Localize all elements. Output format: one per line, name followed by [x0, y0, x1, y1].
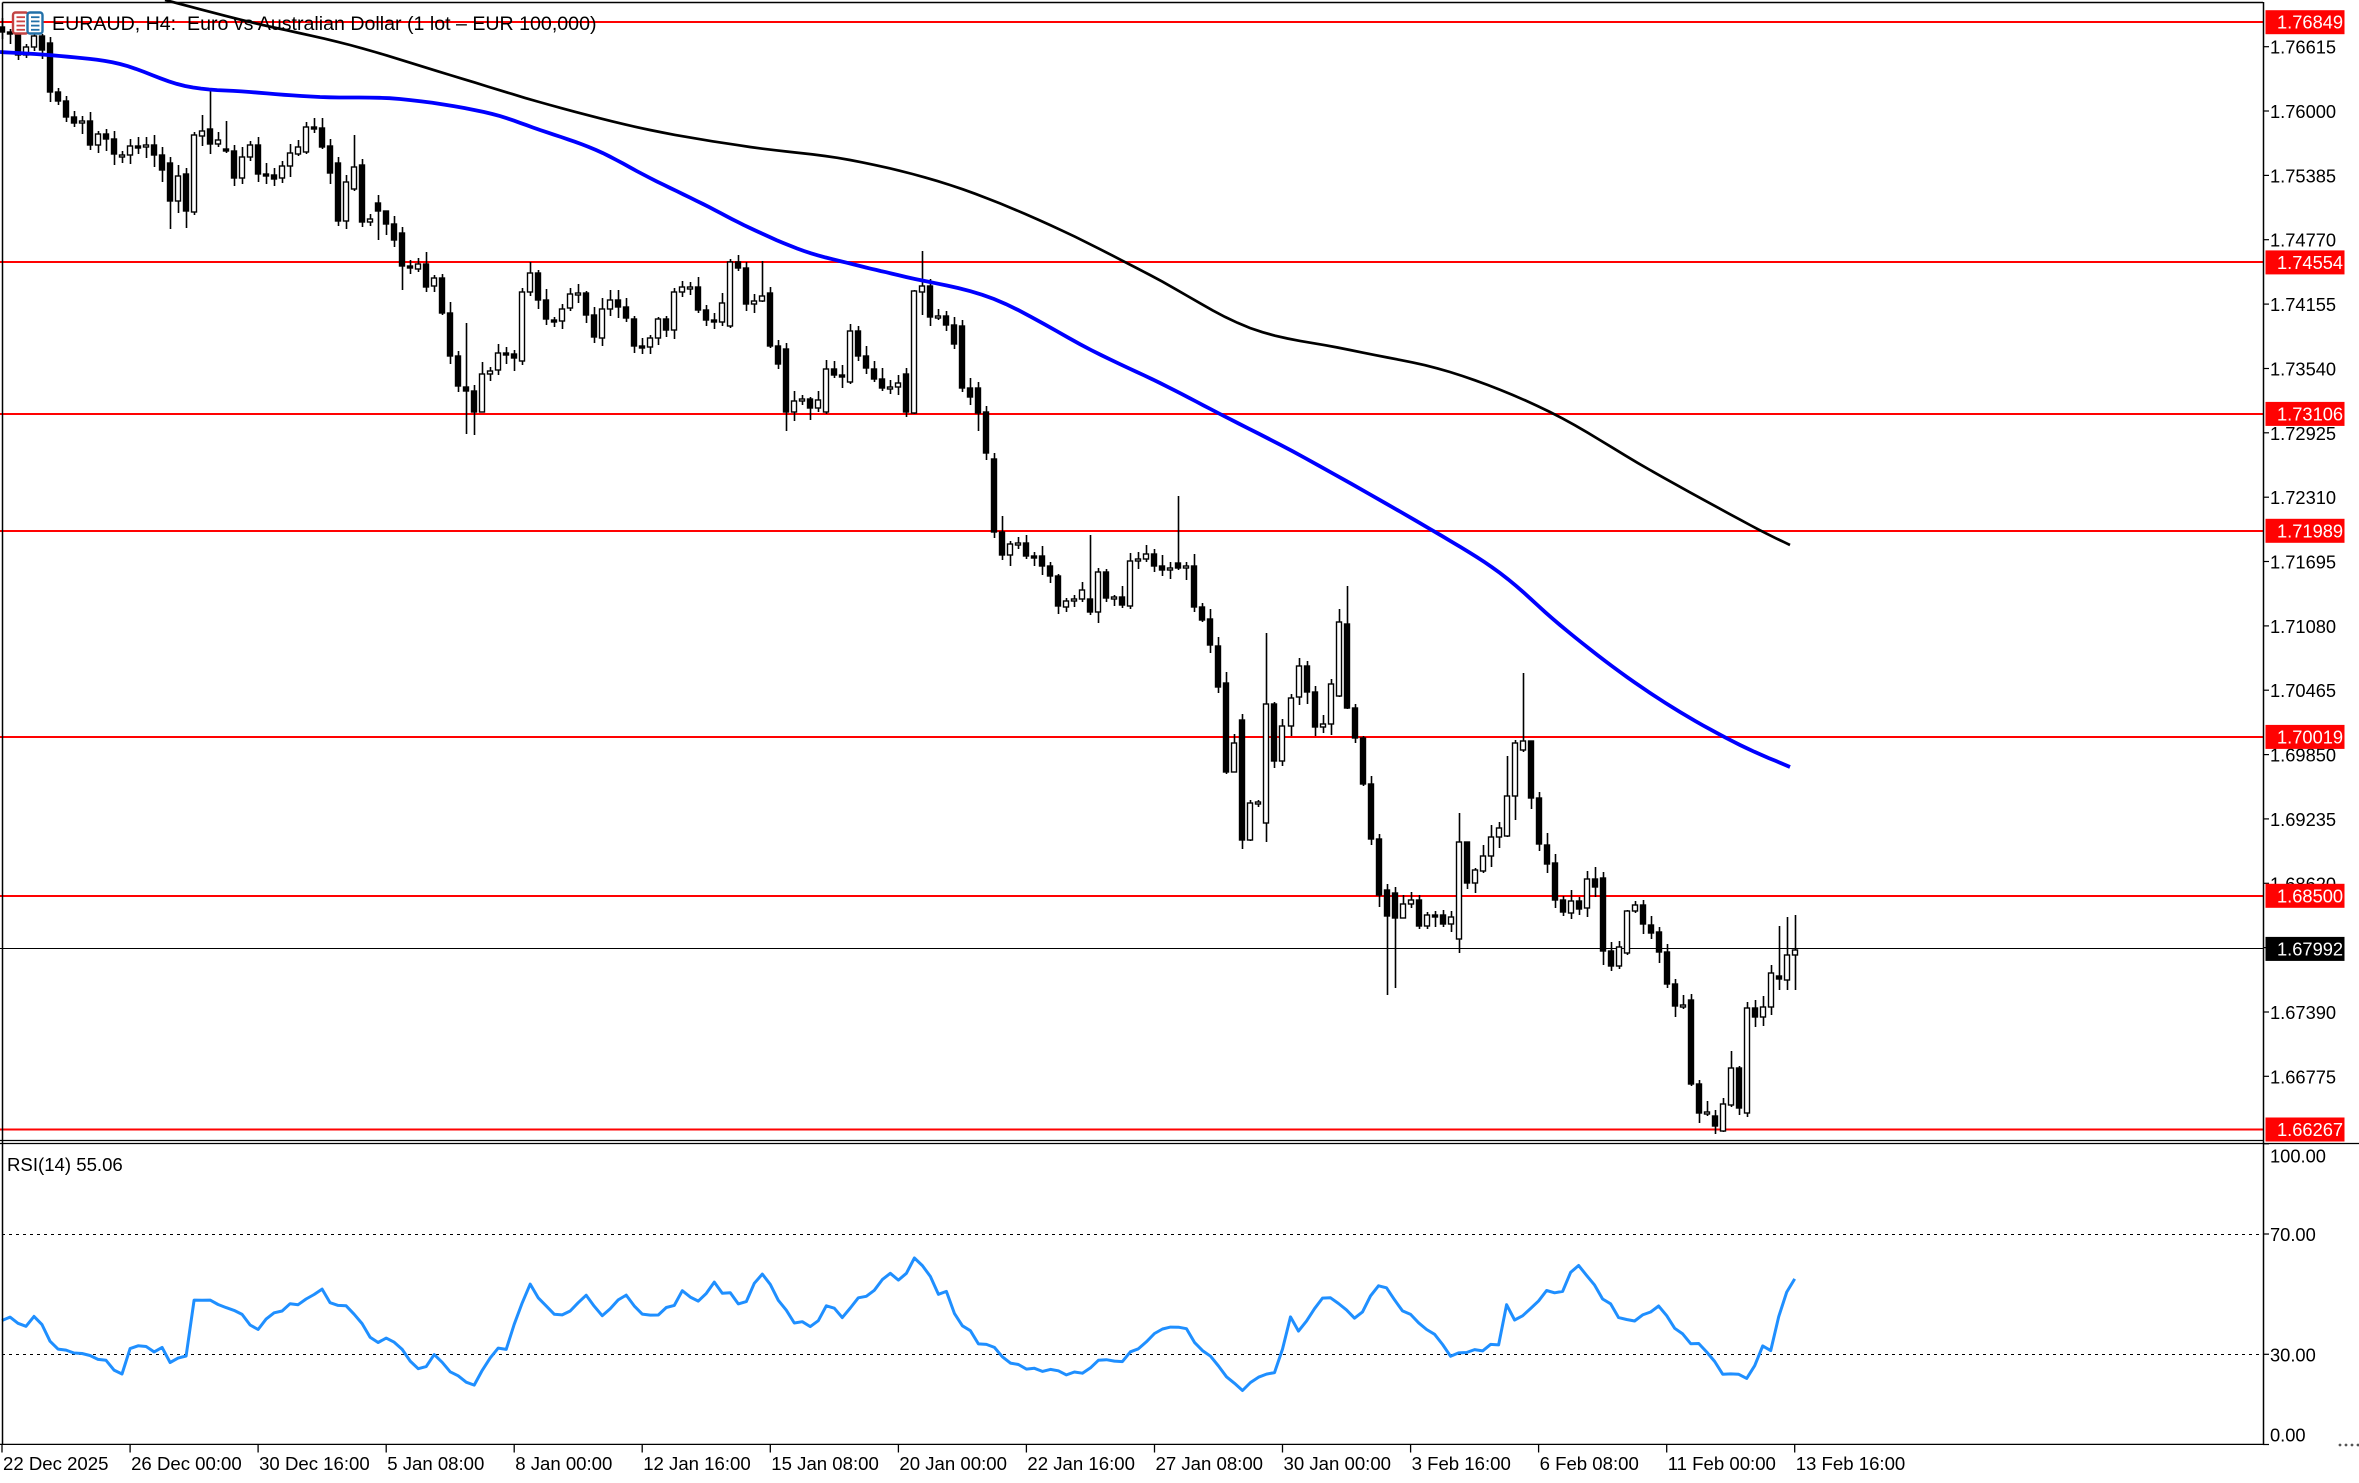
svg-text:13 Feb 16:00: 13 Feb 16:00	[1796, 1453, 1906, 1474]
svg-text:EURAUD, H4: Euro vs Australia: EURAUD, H4: Euro vs Australian Dollar (1…	[52, 13, 597, 35]
svg-text:1.71989: 1.71989	[2277, 520, 2343, 541]
svg-text:1.70465: 1.70465	[2270, 680, 2336, 701]
svg-text:1.67390: 1.67390	[2270, 1002, 2336, 1023]
svg-text:1.71080: 1.71080	[2270, 616, 2336, 637]
svg-text:1.66267: 1.66267	[2277, 1119, 2343, 1140]
svg-text:30 Jan 00:00: 30 Jan 00:00	[1284, 1453, 1392, 1474]
svg-text:0.00: 0.00	[2270, 1424, 2306, 1445]
svg-text:20 Jan 00:00: 20 Jan 00:00	[899, 1453, 1007, 1474]
svg-text:1.67992: 1.67992	[2277, 938, 2343, 959]
svg-text:1.73540: 1.73540	[2270, 359, 2336, 380]
svg-text:15 Jan 08:00: 15 Jan 08:00	[771, 1453, 879, 1474]
svg-text:1.69235: 1.69235	[2270, 809, 2336, 830]
svg-text:8 Jan 00:00: 8 Jan 00:00	[515, 1453, 612, 1474]
svg-text:11 Feb 00:00: 11 Feb 00:00	[1668, 1453, 1776, 1474]
svg-text:1.71695: 1.71695	[2270, 552, 2336, 573]
svg-text:22 Dec 2025: 22 Dec 2025	[3, 1453, 108, 1474]
svg-text:1.74554: 1.74554	[2277, 252, 2343, 273]
svg-text:1.66775: 1.66775	[2270, 1066, 2336, 1087]
svg-text:1.74155: 1.74155	[2270, 294, 2336, 315]
svg-text:1.76000: 1.76000	[2270, 101, 2336, 122]
svg-text:22 Jan 16:00: 22 Jan 16:00	[1027, 1453, 1135, 1474]
svg-text:1.76849: 1.76849	[2277, 12, 2343, 33]
svg-text:1.75385: 1.75385	[2270, 165, 2336, 186]
svg-text:70.00: 70.00	[2270, 1224, 2316, 1245]
svg-text:3 Feb 16:00: 3 Feb 16:00	[1412, 1453, 1511, 1474]
svg-text:30 Dec 16:00: 30 Dec 16:00	[259, 1453, 370, 1474]
svg-text:100.00: 100.00	[2270, 1146, 2326, 1167]
svg-text:27 Jan 08:00: 27 Jan 08:00	[1156, 1453, 1264, 1474]
svg-text:1.72925: 1.72925	[2270, 423, 2336, 444]
svg-text:1.76615: 1.76615	[2270, 37, 2336, 58]
svg-text:1.70019: 1.70019	[2277, 726, 2343, 747]
svg-text:1.69850: 1.69850	[2270, 745, 2336, 766]
svg-text:1.68500: 1.68500	[2277, 885, 2343, 906]
svg-text:1.73106: 1.73106	[2277, 403, 2343, 424]
svg-text:6 Feb 08:00: 6 Feb 08:00	[1540, 1453, 1639, 1474]
svg-text:1.72310: 1.72310	[2270, 487, 2336, 508]
svg-text:30.00: 30.00	[2270, 1344, 2316, 1365]
svg-text:RSI(14) 55.06: RSI(14) 55.06	[7, 1154, 123, 1175]
svg-text:5 Jan 08:00: 5 Jan 08:00	[387, 1453, 484, 1474]
svg-text:1.74770: 1.74770	[2270, 230, 2336, 251]
svg-text:12 Jan 16:00: 12 Jan 16:00	[643, 1453, 751, 1474]
svg-text:26 Dec 00:00: 26 Dec 00:00	[131, 1453, 242, 1474]
